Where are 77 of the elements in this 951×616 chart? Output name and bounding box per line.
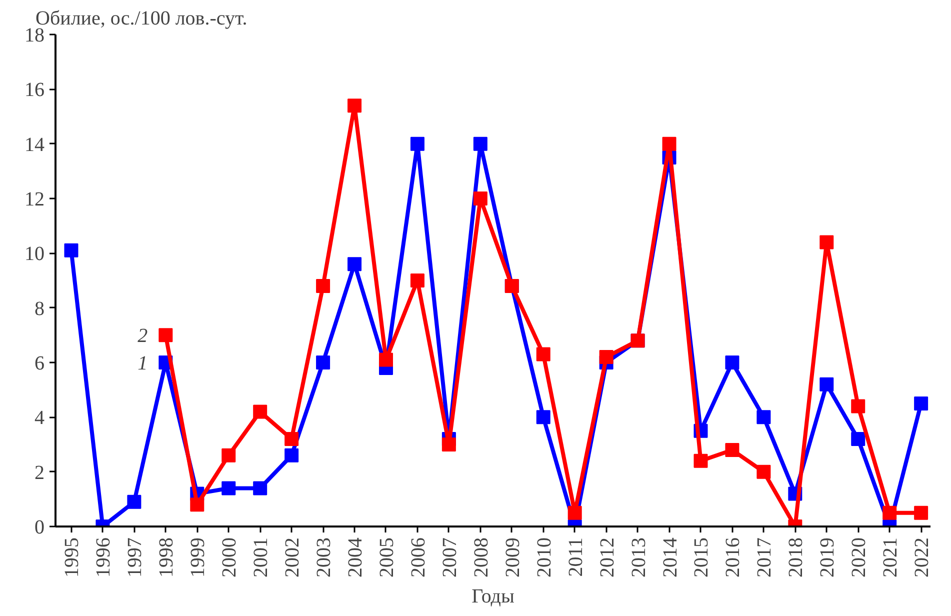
x-tick-label: 2003 — [313, 538, 336, 578]
y-tick-label: 0 — [34, 516, 44, 538]
x-tick-label: 2018 — [785, 538, 808, 578]
x-tick-label: 1999 — [187, 538, 210, 578]
x-tick-label: 2006 — [407, 538, 430, 578]
point — [756, 410, 771, 424]
point — [158, 328, 173, 342]
y-tick-label: 8 — [34, 298, 44, 320]
y-tick-label: 2 — [34, 462, 44, 484]
point — [820, 235, 834, 250]
x-tick-label: 2019 — [816, 538, 839, 578]
point — [851, 432, 866, 446]
x-tick-label: 2000 — [218, 538, 241, 578]
x-tick-label: 2013 — [628, 538, 650, 578]
x-tick-label: 2007 — [438, 538, 461, 578]
point — [64, 243, 78, 258]
point — [190, 498, 204, 512]
x-tick-label: 2015 — [690, 538, 713, 578]
point — [568, 506, 582, 520]
point — [348, 257, 362, 272]
point — [756, 464, 771, 479]
point — [473, 136, 488, 151]
x-tick-label: 1996 — [92, 538, 115, 578]
point — [316, 278, 330, 293]
point — [284, 448, 299, 462]
point — [599, 350, 614, 364]
x-tick-label: 2020 — [848, 538, 870, 578]
x-tick-label: 2014 — [659, 538, 682, 578]
x-tick-label: 2001 — [250, 538, 272, 578]
point — [127, 494, 142, 509]
point — [222, 448, 236, 462]
point — [348, 98, 362, 113]
y-tick-label: 6 — [34, 352, 44, 374]
point — [914, 396, 928, 410]
x-tick-label: 2022 — [911, 538, 934, 578]
x-tick-label: 2008 — [470, 538, 492, 578]
x-tick-label: 2016 — [722, 538, 744, 578]
x-tick-label: 2012 — [596, 538, 618, 578]
point — [882, 506, 897, 520]
point — [820, 377, 834, 392]
x-tick-label: 2011 — [564, 537, 587, 577]
x-axis-title: Годы — [472, 586, 514, 608]
series-label: 1 — [138, 352, 148, 374]
point — [725, 356, 740, 370]
point — [694, 454, 708, 468]
point — [914, 506, 928, 520]
x-tick-label: 2010 — [533, 538, 556, 578]
point — [378, 352, 393, 367]
point — [316, 356, 330, 370]
x-tick-label: 2021 — [880, 538, 902, 578]
point — [473, 192, 488, 206]
point — [662, 136, 676, 151]
point — [410, 136, 424, 151]
x-tick-label: 2005 — [376, 538, 398, 578]
x-tick-label: 1997 — [124, 538, 146, 578]
x-tick-label: 1998 — [156, 538, 178, 578]
point — [725, 442, 740, 457]
y-tick-label: 12 — [24, 188, 44, 210]
point — [536, 410, 550, 424]
point — [253, 404, 268, 419]
y-tick-label: 14 — [24, 134, 44, 156]
y-tick-label: 4 — [34, 407, 44, 430]
y-tick-label: 10 — [24, 243, 44, 266]
point — [253, 481, 268, 496]
series-label: 2 — [138, 325, 148, 348]
point — [284, 432, 299, 446]
x-tick-label: 2002 — [282, 538, 304, 578]
point — [222, 481, 236, 496]
x-tick-label: 2017 — [754, 538, 776, 578]
point — [410, 274, 424, 288]
x-tick-label: 1995 — [61, 538, 84, 578]
y-tick-label: 16 — [24, 79, 44, 102]
point — [442, 438, 456, 452]
x-tick-label: 2004 — [344, 538, 367, 578]
point — [536, 347, 550, 362]
point — [851, 399, 866, 414]
x-tick-label: 2009 — [502, 538, 524, 578]
